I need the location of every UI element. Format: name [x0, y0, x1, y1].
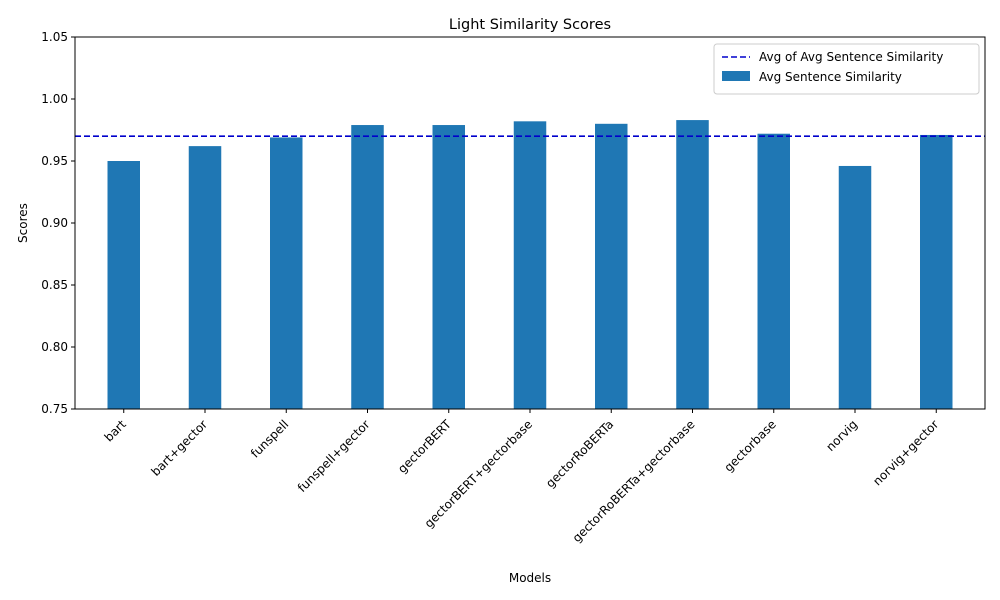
x-tick-label-2: funspell [248, 417, 291, 460]
x-axis-title: Models [509, 571, 551, 585]
legend-reference-line-label: Avg of Avg Sentence Similarity [759, 50, 943, 64]
x-tick-label-4: gectorBERT [395, 417, 454, 476]
y-tick-label-5: 1.00 [41, 92, 68, 106]
x-tick-label-6: gectorRoBERTa [543, 417, 616, 490]
bar-5 [513, 121, 547, 409]
x-tick-label-3: funspell+gector [295, 417, 373, 495]
chart-title: Light Similarity Scores [449, 17, 611, 33]
bar-6 [595, 123, 628, 410]
bar-3 [351, 125, 384, 409]
y-tick-label-1: 0.80 [41, 340, 68, 354]
bar-9 [838, 165, 872, 409]
y-tick-label-2: 0.85 [41, 278, 68, 292]
legend-box [713, 43, 980, 95]
y-axis-title: Scores [16, 203, 30, 243]
bar-0 [107, 161, 140, 409]
x-tick-label-10: norvig+gector [870, 417, 941, 488]
legend-bar-swatch [722, 71, 750, 81]
y-tick-label-4: 0.95 [41, 154, 68, 168]
legend-bar-label: Avg Sentence Similarity [759, 70, 902, 84]
bar-2 [270, 137, 303, 409]
x-tick-label-1: bart+gector [148, 417, 210, 479]
bar-1 [188, 146, 222, 409]
bar-8 [757, 133, 790, 409]
bar-7 [676, 120, 709, 409]
y-tick-label-0: 0.75 [41, 402, 68, 416]
y-tick-label-3: 0.90 [41, 216, 68, 230]
bar-4 [432, 125, 465, 409]
legend: Avg of Avg Sentence Similarity Avg Sente… [713, 43, 980, 95]
x-tick-label-9: norvig [823, 417, 860, 454]
x-tick-label-8: gectorbase [721, 417, 778, 474]
x-tick-label-0: bart [102, 417, 130, 445]
y-tick-label-6: 1.05 [41, 30, 68, 44]
bar-10 [920, 134, 953, 409]
